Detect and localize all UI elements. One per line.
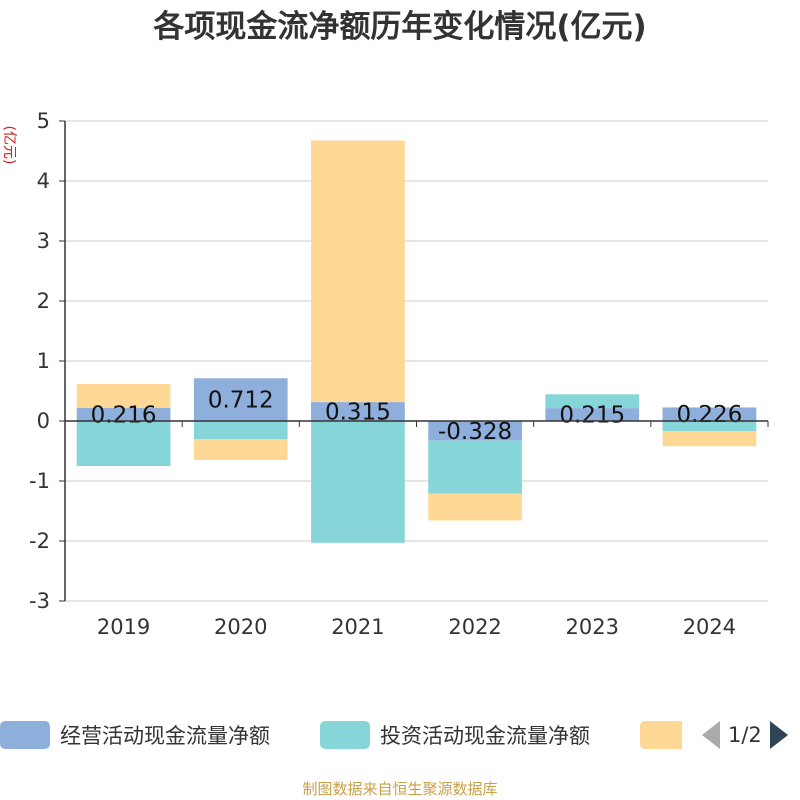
bar-2020-series-1 <box>193 421 288 439</box>
legend-swatch-investing <box>320 721 370 749</box>
legend-label-operating: 经营活动现金流量净额 <box>60 724 270 748</box>
x-tick-label: 2021 <box>331 615 384 639</box>
legend-item-operating[interactable]: 经营活动现金流量净额 <box>0 715 270 755</box>
data-label: -0.328 <box>438 419 512 445</box>
legend-page-indicator: 1/2 <box>728 723 762 747</box>
x-tick-label: 2019 <box>97 615 150 639</box>
legend-label-investing: 投资活动现金流量净额 <box>380 724 590 748</box>
bar-2022-series-0 <box>428 421 522 441</box>
legend-prev-arrow-icon[interactable] <box>702 721 720 749</box>
bar-2024-series-1 <box>662 421 757 432</box>
chart-title: 各项现金流净额历年变化情况(亿元) <box>152 9 646 45</box>
data-label: 0.216 <box>91 403 157 429</box>
bar-2024-series-0 <box>662 407 757 421</box>
bar-2021-series-1 <box>311 421 405 543</box>
x-tick-label: 2024 <box>683 615 736 639</box>
bar-2020-series-0 <box>193 378 288 421</box>
bar-2021-series-0 <box>311 402 405 421</box>
data-label: 0.215 <box>559 403 625 429</box>
y-tick-label: 3 <box>37 229 50 253</box>
y-tick-label: -3 <box>29 589 50 613</box>
x-tick-label: 2023 <box>566 615 619 639</box>
bar-2019-series-1 <box>76 421 171 466</box>
legend-swatch-operating <box>0 721 50 749</box>
y-tick-label: -1 <box>29 469 50 493</box>
y-tick-label: 1 <box>37 349 50 373</box>
bar-2022-series-2 <box>428 493 522 521</box>
x-tick-label: 2022 <box>448 615 501 639</box>
x-tick-label: 2020 <box>214 615 267 639</box>
y-tick-label: 0 <box>37 409 50 433</box>
data-label: 0.712 <box>208 388 274 414</box>
bar-2023-series-1 <box>545 394 640 409</box>
legend-pager: 1/2 <box>702 715 788 755</box>
bar-2024-series-2 <box>662 431 757 447</box>
y-tick-label: 5 <box>37 109 50 133</box>
bar-2023-series-0 <box>545 408 640 421</box>
data-label: 0.226 <box>676 402 742 428</box>
legend: 经营活动现金流量净额 投资活动现金流量净额 1/2 <box>0 715 800 755</box>
legend-next-arrow-icon[interactable] <box>769 721 788 749</box>
y-tick-label: 4 <box>37 169 50 193</box>
bar-2019-series-0 <box>76 408 171 421</box>
data-source-note: 制图数据来自恒生聚源数据库 <box>302 780 498 798</box>
y-tick-label: -2 <box>29 529 50 553</box>
y-tick-label: 2 <box>37 289 50 313</box>
bar-2019-series-2 <box>76 384 171 409</box>
legend-swatch-financing <box>640 721 682 749</box>
bar-2022-series-1 <box>428 440 522 494</box>
bar-2021-series-2 <box>311 140 405 403</box>
bar-2020-series-2 <box>193 439 288 460</box>
legend-item-financing[interactable] <box>640 715 682 755</box>
y-axis-label: (亿元) <box>1 126 17 165</box>
legend-item-investing[interactable]: 投资活动现金流量净额 <box>320 715 590 755</box>
